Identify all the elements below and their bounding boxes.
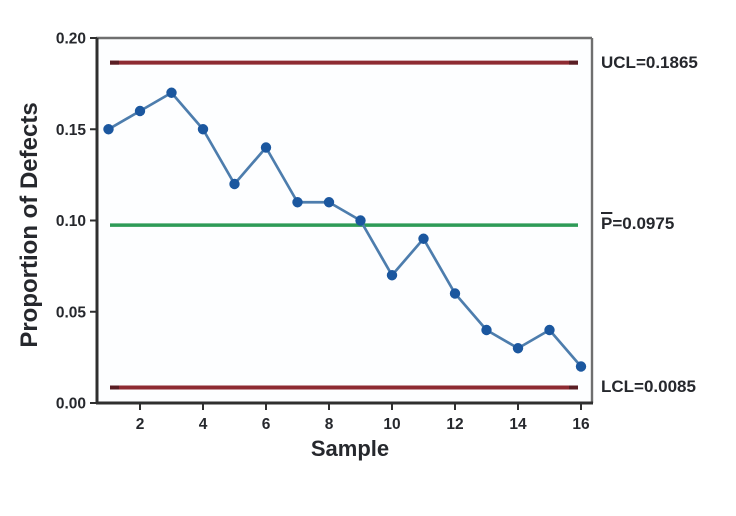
data-point-sample-12 (449, 288, 461, 299)
data-point-sample-6 (260, 142, 272, 153)
lcl-label: LCL=0.0085 (601, 377, 696, 396)
data-point-sample-13 (481, 324, 492, 336)
data-point-sample-9 (355, 215, 366, 226)
data-point-sample-8 (323, 197, 335, 208)
x-tick-label-4: 4 (199, 416, 208, 433)
x-axis-title: Sample (310, 436, 390, 461)
y-tick-label-0.05: 0.05 (56, 304, 87, 321)
y-tick-label-0.15: 0.15 (56, 122, 87, 139)
x-tick-label-12: 12 (446, 416, 463, 433)
data-point-sample-11 (418, 233, 429, 244)
x-tick-label-16: 16 (572, 416, 590, 433)
data-point-sample-4 (197, 124, 209, 135)
p-bar-text: P (601, 214, 613, 233)
x-tick-label-2: 2 (136, 416, 145, 433)
ucl-label: UCL=0.1865 (601, 53, 698, 72)
y-tick-label-0.00: 0.00 (56, 396, 86, 413)
center-value-text: =0.0975 (612, 214, 675, 233)
data-point-sample-1 (103, 124, 114, 135)
y-tick-label-0.10: 0.10 (56, 213, 86, 230)
x-tick-label-10: 10 (383, 416, 400, 433)
data-point-sample-16 (575, 361, 587, 372)
data-point-sample-14 (512, 343, 524, 354)
center-line-label: P=0.0975 (601, 214, 674, 234)
data-point-sample-3 (166, 87, 177, 98)
data-point-sample-7 (292, 197, 303, 208)
x-tick-label-8: 8 (325, 416, 334, 433)
y-axis-title: Proportion of Defects (16, 102, 43, 348)
data-point-sample-10 (386, 270, 398, 281)
y-tick-label-0.20: 0.20 (56, 31, 86, 48)
data-point-sample-15 (544, 324, 555, 336)
data-line (107, 91, 583, 368)
data-point-sample-2 (134, 105, 146, 117)
data-point-sample-5 (229, 178, 240, 190)
x-tick-label-6: 6 (262, 416, 271, 433)
x-tick-label-14: 14 (509, 416, 527, 433)
